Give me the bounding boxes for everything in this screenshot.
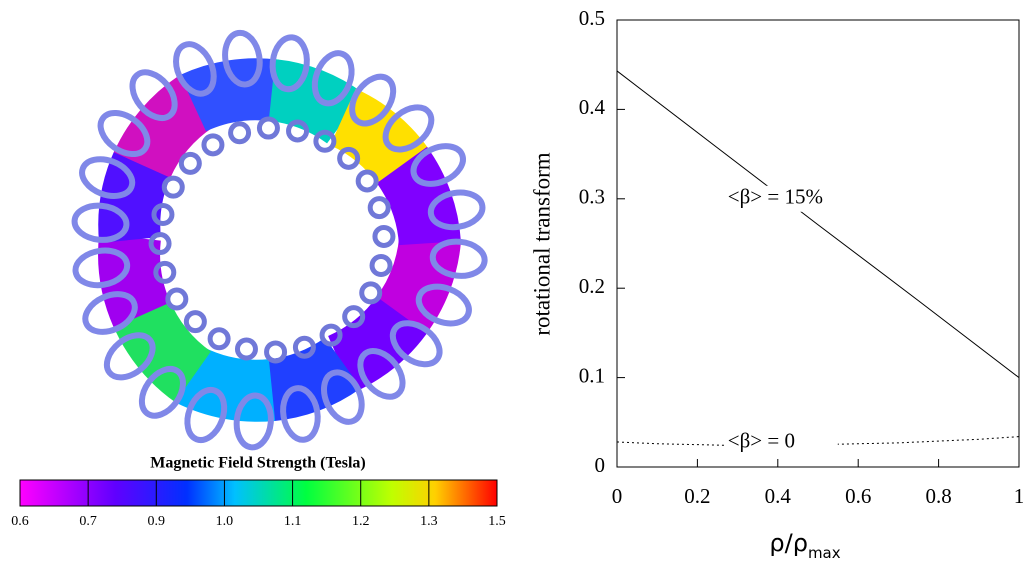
- coil-inner: [292, 335, 316, 359]
- x-tick-label: 0: [612, 484, 623, 508]
- y-tick-label: 0.5: [579, 6, 605, 30]
- coil-inner: [148, 232, 172, 256]
- x-tick-label: 0.8: [925, 484, 951, 508]
- x-axis-label-sub: max: [808, 544, 841, 562]
- colorbar-label: 0.7: [79, 514, 97, 529]
- coil-inner: [161, 175, 185, 199]
- colorbar-label: 0.9: [148, 514, 166, 529]
- label-bg: [725, 429, 838, 456]
- coil: [129, 69, 178, 121]
- x-tick-label: 0.2: [684, 484, 710, 508]
- torus-segment: [98, 233, 171, 328]
- torus-segment: [327, 296, 427, 393]
- y-tick-label: 0.3: [579, 185, 605, 209]
- colorbar-label: 1.1: [284, 514, 302, 529]
- torus-segment: [374, 236, 461, 337]
- y-axis-label: rotational transform: [529, 152, 554, 335]
- colorbar-label: 0.6: [11, 514, 29, 529]
- coil-inner: [228, 121, 252, 145]
- x-tick-label: 1: [1014, 484, 1025, 508]
- coil-inner: [355, 169, 379, 193]
- coil-inner: [153, 260, 177, 284]
- torus-segment: [267, 59, 364, 144]
- coil: [103, 332, 156, 381]
- colorbar-label: 1.5: [488, 514, 506, 529]
- coil: [97, 109, 151, 158]
- coil-inner: [372, 224, 396, 248]
- coil: [269, 34, 310, 93]
- y-tick-label: 0.4: [579, 95, 606, 119]
- coil-inner: [367, 196, 391, 220]
- torus-render: [71, 29, 488, 451]
- coil: [184, 386, 228, 444]
- coil: [429, 238, 488, 279]
- x-axis-label: ρ/ρmax: [769, 529, 840, 562]
- colorbar-label: 1.3: [420, 514, 438, 529]
- y-tick-label: 0.1: [579, 363, 605, 387]
- coil: [72, 247, 131, 289]
- coil: [389, 320, 443, 368]
- y-tick-label: 0.2: [579, 274, 605, 298]
- coil: [382, 104, 435, 153]
- coil: [280, 385, 321, 443]
- torus-segment: [112, 299, 212, 403]
- coil-inner: [313, 129, 337, 153]
- y-tick-label: 0: [595, 453, 606, 477]
- series-label: <β> = 0: [728, 429, 795, 453]
- coil-inner: [234, 337, 258, 361]
- coil-inner: [183, 310, 207, 334]
- colorbar-label: 1.2: [352, 514, 370, 529]
- x-tick-label: 0.6: [845, 484, 871, 508]
- coil: [82, 291, 138, 335]
- line-series: [616, 70, 1020, 378]
- torus-segment: [329, 88, 430, 186]
- colorbar-title: Magnetic Field Strength (Tesla): [150, 455, 366, 472]
- coil-inner: [359, 281, 383, 305]
- coil: [349, 73, 397, 127]
- colorbar-label: 1.0: [216, 514, 234, 529]
- coil-inner: [342, 305, 366, 329]
- coil-inner: [286, 119, 310, 143]
- coil: [79, 156, 136, 199]
- coil-inner: [337, 146, 361, 170]
- coil-inner: [207, 327, 231, 351]
- torus-segment: [265, 337, 362, 422]
- torus-segment: [98, 149, 172, 244]
- coil: [410, 143, 466, 187]
- torus-segment: [376, 146, 461, 247]
- torus-segment: [179, 58, 279, 132]
- colorbar: [19, 479, 498, 507]
- coil: [357, 348, 406, 400]
- coil-inner: [264, 340, 288, 364]
- label-bg: [725, 185, 838, 212]
- coil-inner: [151, 202, 175, 226]
- torus-segment: [176, 347, 276, 422]
- coil-inner: [319, 323, 343, 347]
- coil: [311, 50, 355, 107]
- plot-frame: [616, 19, 1020, 468]
- coil-inner: [165, 287, 189, 311]
- coil: [427, 189, 486, 231]
- x-tick-label: 0.4: [765, 484, 792, 508]
- coil-inner: [256, 116, 280, 140]
- coil: [233, 392, 274, 451]
- torus-segment: [113, 75, 214, 179]
- coil: [415, 283, 472, 327]
- series-label: <β> = 15%: [728, 185, 823, 209]
- coil: [222, 29, 263, 88]
- x-axis-label-main: ρ/ρ: [769, 529, 808, 557]
- coil: [138, 366, 186, 419]
- coil-inner: [369, 254, 393, 278]
- coil-inner: [178, 151, 202, 175]
- coil: [321, 369, 365, 425]
- coil-inner: [201, 133, 225, 157]
- coil: [71, 202, 130, 243]
- coil: [173, 41, 217, 97]
